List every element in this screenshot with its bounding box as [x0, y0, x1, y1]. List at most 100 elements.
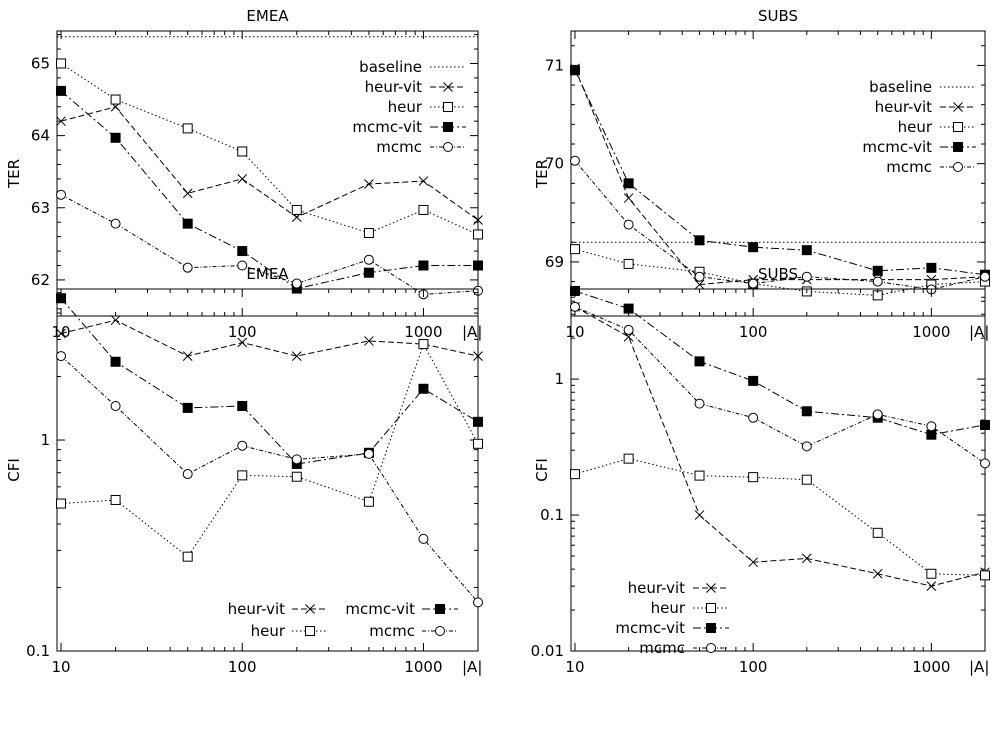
- data-point: [56, 351, 67, 362]
- data-point: [110, 356, 121, 367]
- data-point: [364, 179, 374, 189]
- data-point: [694, 510, 705, 520]
- series-mcmc: [569, 155, 990, 295]
- legend-marker: [706, 643, 716, 653]
- data-point: [473, 416, 483, 427]
- chart-title: SUBS: [758, 265, 798, 283]
- series-line: [60, 355, 479, 603]
- data-point: [110, 494, 121, 505]
- data-point: [182, 188, 193, 199]
- data-point: [291, 278, 302, 289]
- x-tick-label: 100: [228, 323, 257, 341]
- x-axis-label: |A|: [462, 323, 482, 341]
- data-point: [473, 260, 483, 271]
- data-point: [291, 204, 302, 215]
- series-line: [60, 297, 479, 465]
- data-point: [926, 581, 937, 591]
- data-point: [364, 336, 374, 346]
- data-point: [182, 551, 193, 562]
- legend-marker: [706, 623, 716, 633]
- data-point: [926, 421, 937, 432]
- data-point: [623, 258, 634, 269]
- data-point: [926, 262, 937, 273]
- legend-marker: [953, 122, 963, 132]
- chart-title: EMEA: [246, 265, 289, 283]
- data-point: [182, 218, 193, 229]
- data-point: [237, 246, 248, 257]
- data-point: [363, 496, 374, 507]
- data-point: [56, 58, 67, 69]
- chart-panel-1: EMEA 10 100 1000 |A| 62 63 64 65 TER baseline heur-…: [5, 7, 483, 341]
- legend: baseline heur-vit heur mcmc-vit mcmc: [862, 78, 976, 176]
- data-point: [418, 176, 429, 186]
- data-point: [237, 470, 248, 481]
- x-axis-label: |A|: [969, 658, 989, 676]
- data-point: [623, 303, 634, 314]
- legend-marker: [443, 122, 453, 132]
- x-axis-label: |A|: [462, 658, 482, 676]
- x-tick-label: 10: [51, 658, 70, 676]
- legend-marker: [443, 102, 453, 112]
- data-point: [473, 229, 483, 240]
- series-line: [574, 306, 986, 587]
- data-point: [569, 155, 580, 166]
- data-point: [291, 454, 302, 465]
- series-line: [60, 319, 479, 357]
- data-point: [694, 470, 705, 481]
- data-point: [110, 132, 121, 143]
- series-line: [60, 106, 479, 221]
- data-point: [418, 533, 429, 544]
- series-mcmc: [569, 301, 990, 469]
- y-axis-label: CFI: [533, 458, 551, 482]
- legend-label: mcmc-vit: [615, 619, 685, 637]
- legend-label: mcmc: [886, 158, 932, 176]
- data-point: [980, 570, 990, 581]
- data-point: [623, 193, 634, 203]
- data-point: [418, 383, 429, 394]
- data-point: [801, 553, 812, 564]
- legend-marker: [305, 604, 315, 614]
- legend-marker: [706, 583, 716, 593]
- data-point: [569, 469, 580, 480]
- series-line: [60, 90, 478, 290]
- data-point: [694, 271, 705, 282]
- series-line: [60, 342, 479, 558]
- data-point: [926, 568, 937, 579]
- x-tick-label: 10: [565, 658, 584, 676]
- data-point: [694, 279, 705, 290]
- data-point: [56, 116, 66, 127]
- data-point: [748, 557, 759, 568]
- legend-label: heur: [898, 118, 933, 136]
- legend-label: heur: [651, 599, 686, 617]
- data-point: [623, 178, 634, 189]
- y-tick-label: 65: [31, 54, 50, 72]
- legend-label: baseline: [359, 58, 422, 76]
- y-tick-label: 69: [545, 253, 564, 271]
- x-tick-label: 100: [228, 658, 257, 676]
- y-axis-label: TER: [533, 159, 551, 189]
- data-point: [801, 441, 812, 452]
- y-tick-label: 64: [31, 127, 50, 145]
- data-point: [569, 244, 580, 255]
- data-point: [748, 472, 759, 483]
- data-point: [801, 474, 812, 485]
- legend-marker: [953, 142, 963, 152]
- y-tick-label: 1: [40, 431, 50, 449]
- legend: heur-vit heur mcmc-vit mcmc: [228, 600, 458, 640]
- data-point: [748, 242, 759, 253]
- legend-marker: [706, 603, 716, 613]
- legend-marker: [443, 142, 453, 152]
- data-point: [623, 219, 634, 230]
- data-point: [237, 440, 248, 451]
- chart-panel-2: SUBS 10 100 1000 |A| 69 70 71 TER baseline heur-vi…: [533, 7, 990, 341]
- legend-marker: [435, 626, 445, 636]
- data-point: [473, 215, 483, 225]
- legend-label: heur: [388, 98, 423, 116]
- data-point: [363, 228, 374, 239]
- data-point: [801, 271, 812, 282]
- y-tick-label: 62: [31, 271, 50, 289]
- data-point: [623, 324, 634, 335]
- legend-label: mcmc-vit: [352, 118, 422, 136]
- plot-frame: [570, 30, 986, 317]
